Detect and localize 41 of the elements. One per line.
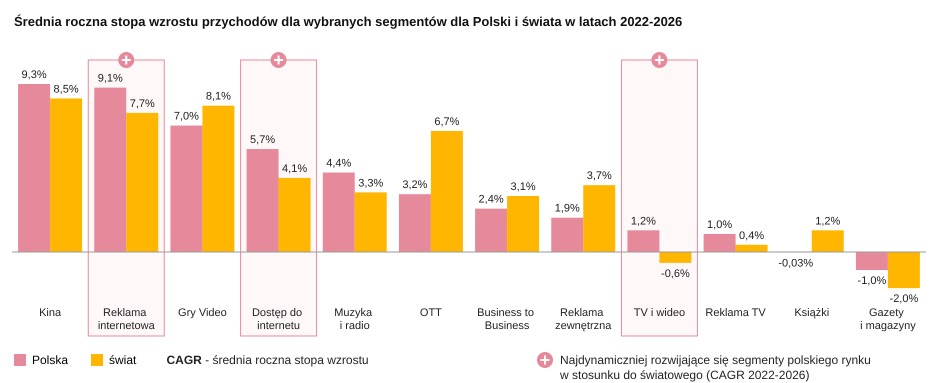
- data-label: 1,2%: [630, 215, 656, 228]
- x-tick-label: Kina: [39, 307, 62, 319]
- data-label: 3,3%: [358, 177, 384, 190]
- data-label: 7,0%: [174, 110, 200, 123]
- data-label: 2,4%: [478, 194, 504, 206]
- data-label: 1,0%: [707, 218, 732, 231]
- data-label: 7,7%: [130, 98, 155, 110]
- x-tick-label: Muzyka i radio: [334, 307, 376, 332]
- data-label: 8,1%: [206, 90, 232, 103]
- x-tick-label: Business to Business: [477, 307, 538, 332]
- data-label: 3,1%: [510, 181, 536, 193]
- data-label: 6,7%: [434, 116, 460, 128]
- text: CAGR - średnia roczna stopa wzrostu: [166, 353, 369, 367]
- x-tick-label: Gry Video: [178, 307, 227, 319]
- data-label: -0,03%: [778, 258, 814, 270]
- data-label: 3,2%: [402, 179, 428, 192]
- x-tick-label: Dostęp do internetu: [252, 307, 306, 332]
- x-tick-label: Książki: [794, 307, 830, 319]
- legend-label: Polska: [32, 353, 68, 367]
- x-tick-label: Reklama internetowa: [98, 307, 156, 332]
- text: Najdynamiczniej rozwijające się segmenty polskiego rynku w stosunku do światowego (CAGR 2022-2026): [559, 353, 871, 382]
- x-tick-label: Reklama zewnętrzna: [555, 307, 612, 332]
- chart-title: Średnia roczna stopa wzrostu przychodów dla wybranych segmentów dla Polski i świata w latach 2022-2026: [14, 14, 682, 29]
- data-label: 5,7%: [250, 134, 276, 146]
- data-label: 1,2%: [815, 215, 840, 228]
- x-tick-label: Reklama TV: [705, 307, 766, 319]
- data-label: 4,4%: [326, 158, 352, 170]
- data-label: 3,7%: [586, 170, 612, 182]
- data-label: 4,1%: [282, 162, 308, 175]
- data-label: -2,0%: [890, 293, 918, 306]
- data-label: -1,0%: [858, 275, 886, 288]
- data-label: 1,9%: [554, 202, 580, 215]
- x-tick-label: TV i wideo: [634, 307, 686, 319]
- data-label: 0,4%: [739, 230, 764, 242]
- x-tick-label: Gazety i magazyny: [860, 307, 916, 332]
- data-label: -0,6%: [661, 268, 690, 280]
- legend-label: świat: [109, 353, 138, 367]
- data-label: 9,1%: [98, 72, 124, 85]
- data-label: 8,5%: [54, 83, 79, 96]
- data-label: 9,3%: [22, 69, 47, 81]
- x-tick-label: OTT: [420, 307, 442, 319]
